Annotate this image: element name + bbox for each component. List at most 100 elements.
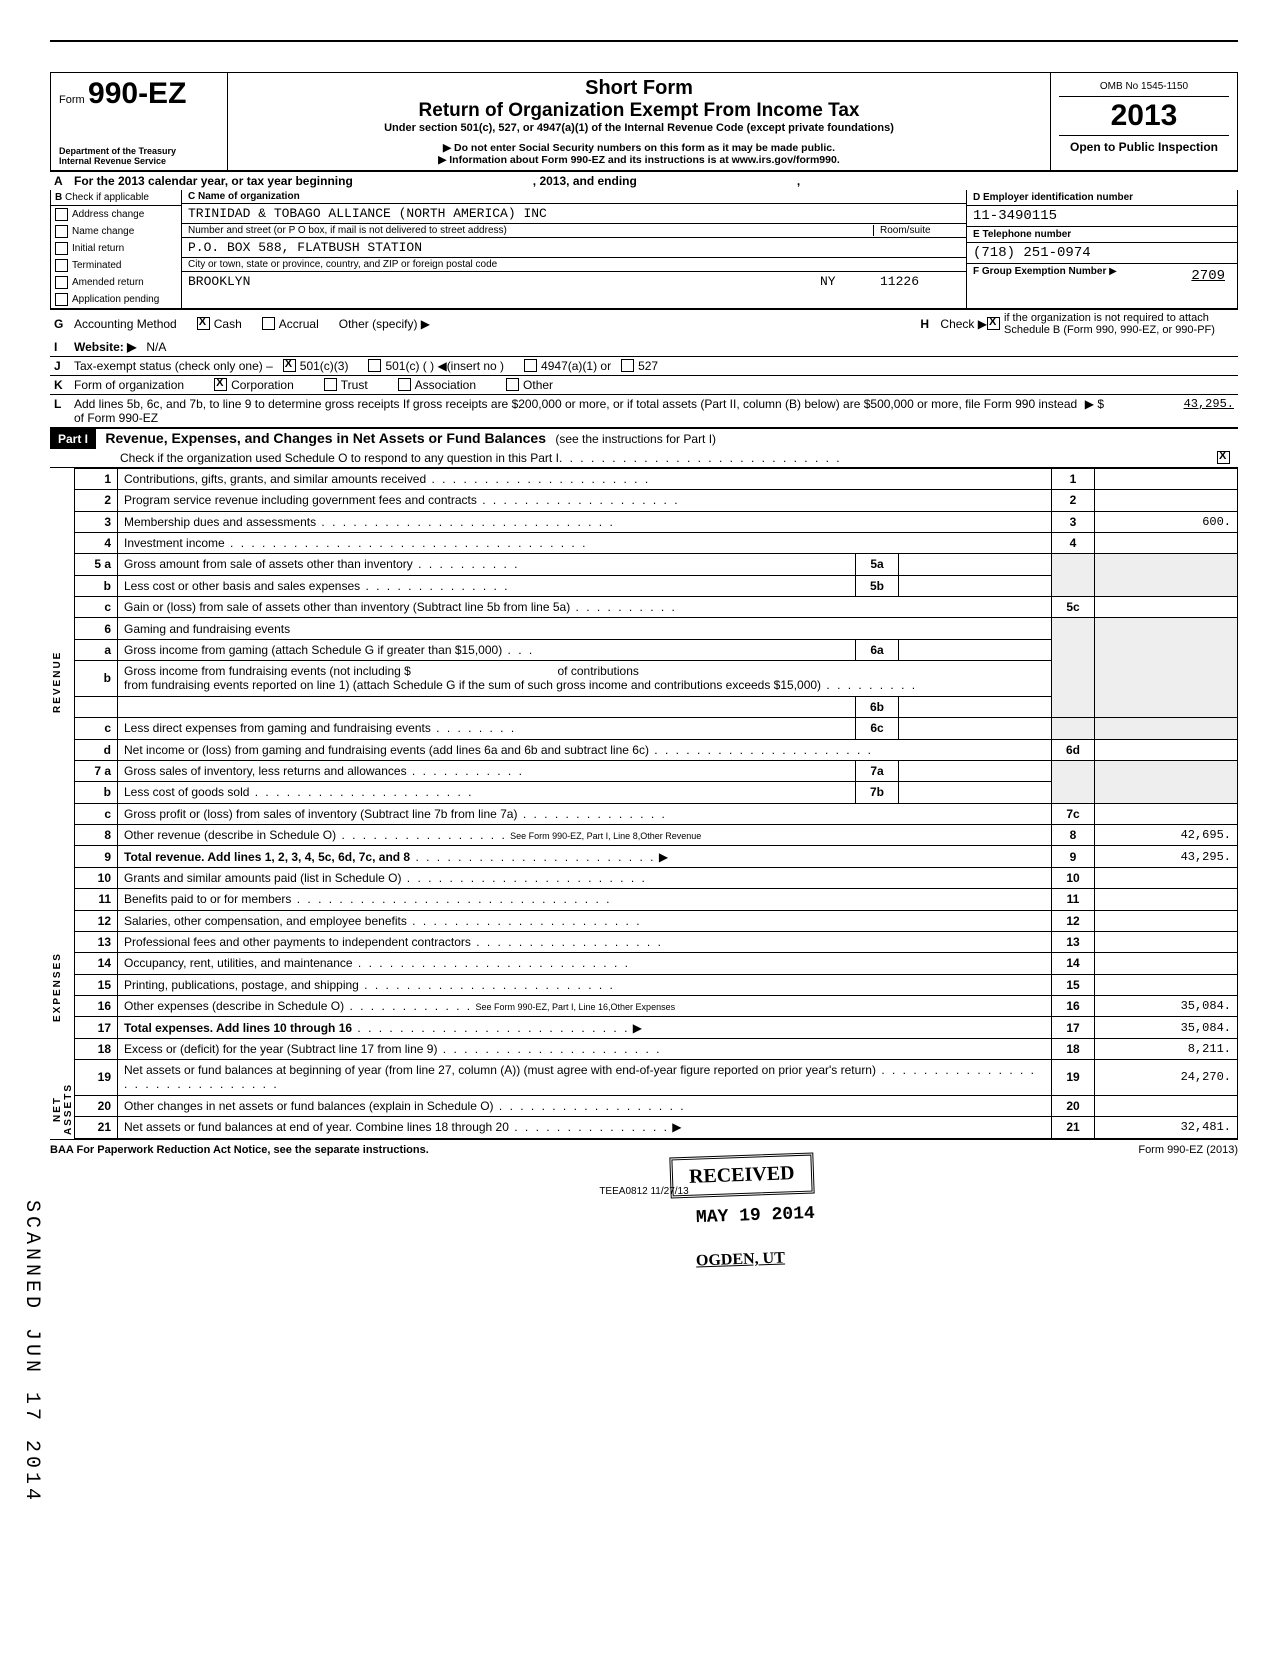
- table-row: 4Investment income . . . . . . . . . . .…: [75, 532, 1238, 553]
- form-990ez: Form 990-EZ Department of the Treasury I…: [50, 40, 1238, 1197]
- line7a-desc: Gross sales of inventory, less returns a…: [124, 764, 407, 778]
- street-label: Number and street (or P O box, if mail i…: [188, 225, 873, 236]
- table-row: 9Total revenue. Add lines 1, 2, 3, 4, 5c…: [75, 846, 1238, 867]
- D-label: D Employer identification number: [967, 190, 1237, 206]
- state-value: NY: [820, 274, 880, 289]
- line6b-pre: Gross income from fundraising events (no…: [124, 664, 411, 678]
- form-ref: Form 990-EZ (2013): [1138, 1144, 1238, 1156]
- opt-amended: Amended return: [72, 277, 144, 288]
- table-row: 18Excess or (deficit) for the year (Subt…: [75, 1038, 1238, 1059]
- form-label: Form: [59, 94, 85, 106]
- part1-header-row: Part I Revenue, Expenses, and Changes in…: [50, 427, 1238, 449]
- line4-desc: Investment income: [124, 536, 225, 550]
- table-row: cGross profit or (loss) from sales of in…: [75, 803, 1238, 824]
- cb-address-change[interactable]: [55, 208, 68, 221]
- received-date-stamp: MAY 19 2014: [679, 1197, 831, 1234]
- J-c3: 501(c)(3): [300, 359, 349, 373]
- line6-desc: Gaming and fundraising events: [118, 618, 1052, 639]
- table-row: 16Other expenses (describe in Schedule O…: [75, 996, 1238, 1017]
- row-GH: G Accounting Method Cash Accrual Other (…: [50, 309, 1238, 338]
- table-row: 13Professional fees and other payments t…: [75, 931, 1238, 952]
- K-corp: Corporation: [231, 378, 294, 392]
- table-row: dNet income or (loss) from gaming and fu…: [75, 739, 1238, 760]
- amt-16: 35,084.: [1095, 996, 1238, 1017]
- opt-initial-return: Initial return: [72, 243, 124, 254]
- line3-desc: Membership dues and assessments: [124, 515, 316, 529]
- line8-desc: Other revenue (describe in Schedule O): [124, 828, 336, 842]
- part1-table: 1Contributions, gifts, grants, and simil…: [74, 468, 1238, 1139]
- short-form-title: Short Form: [236, 77, 1042, 100]
- blockB-head: Check if applicable: [65, 192, 149, 203]
- G-other: Other (specify) ▶: [339, 317, 430, 331]
- part1-label: Part I: [50, 429, 96, 449]
- letter-J: J: [54, 359, 74, 373]
- side-expenses: EXPENSES: [50, 896, 74, 1079]
- cb-schedule-o[interactable]: [1217, 451, 1230, 464]
- cb-trust[interactable]: [324, 378, 337, 391]
- letter-H: H: [920, 317, 940, 331]
- line1-desc: Contributions, gifts, grants, and simila…: [124, 472, 426, 486]
- footer-row: BAA For Paperwork Reduction Act Notice, …: [50, 1139, 1238, 1156]
- table-row: 1Contributions, gifts, grants, and simil…: [75, 468, 1238, 489]
- part1-title: Revenue, Expenses, and Changes in Net As…: [99, 427, 552, 449]
- table-row: cGain or (loss) from sale of assets othe…: [75, 597, 1238, 618]
- block-DEF: D Employer identification number 11-3490…: [967, 190, 1237, 308]
- block-C: C Name of organization TRINIDAD & TOBAGO…: [182, 190, 967, 308]
- cb-amended[interactable]: [55, 276, 68, 289]
- teea-footer: TEEA0812 11/27/13: [50, 1186, 1238, 1197]
- K-trust: Trust: [341, 378, 368, 392]
- E-label: E Telephone number: [967, 227, 1237, 243]
- form-number: 990-EZ: [88, 77, 186, 110]
- line13-desc: Professional fees and other payments to …: [124, 935, 471, 949]
- cb-app-pending[interactable]: [55, 293, 68, 306]
- city-label: City or town, state or province, country…: [182, 258, 966, 272]
- header-note1: ▶ Do not enter Social Security numbers o…: [236, 142, 1042, 154]
- amt-9: 43,295.: [1095, 846, 1238, 867]
- amt-19: 24,270.: [1095, 1060, 1238, 1096]
- zip-value: 11226: [880, 274, 960, 289]
- dept-treasury: Department of the Treasury: [59, 146, 219, 156]
- block-B: B Check if applicable Address change Nam…: [51, 190, 182, 308]
- cb-other-org[interactable]: [506, 378, 519, 391]
- ogden-stamp: OGDEN, UT: [680, 1243, 802, 1277]
- open-to-public: Open to Public Inspection: [1059, 136, 1229, 158]
- cb-accrual[interactable]: [262, 317, 275, 330]
- I-label: Website: ▶: [74, 340, 136, 354]
- cb-501c[interactable]: [368, 359, 381, 372]
- cb-4947[interactable]: [524, 359, 537, 372]
- org-name: TRINIDAD & TOBAGO ALLIANCE (NORTH AMERIC…: [182, 204, 966, 224]
- F-arrow: ▶: [1109, 266, 1117, 277]
- cb-name-change[interactable]: [55, 225, 68, 238]
- table-row: 2Program service revenue including gover…: [75, 490, 1238, 511]
- cb-corp[interactable]: [214, 378, 227, 391]
- cb-initial-return[interactable]: [55, 242, 68, 255]
- dept-irs: Internal Revenue Service: [59, 156, 219, 166]
- letter-L: L: [54, 397, 74, 411]
- line6b-mid: of contributions: [558, 664, 639, 678]
- line15-desc: Printing, publications, postage, and shi…: [124, 978, 359, 992]
- line17-desc: Total expenses. Add lines 10 through 16: [124, 1021, 352, 1035]
- line16-desc: Other expenses (describe in Schedule O): [124, 999, 344, 1013]
- baa-notice: BAA For Paperwork Reduction Act Notice, …: [50, 1144, 429, 1156]
- letter-A: A: [54, 174, 74, 188]
- cb-501c3[interactable]: [283, 359, 296, 372]
- C-label: C Name of organization: [182, 190, 966, 204]
- line6a-desc: Gross income from gaming (attach Schedul…: [124, 643, 502, 657]
- cb-assoc[interactable]: [398, 378, 411, 391]
- amt-18: 8,211.: [1095, 1038, 1238, 1059]
- J-4947: 4947(a)(1) or: [541, 359, 611, 373]
- line5b-desc: Less cost or other basis and sales expen…: [124, 579, 360, 593]
- table-row: 14Occupancy, rent, utilities, and mainte…: [75, 953, 1238, 974]
- form-header: Form 990-EZ Department of the Treasury I…: [50, 72, 1238, 171]
- table-row: 21Net assets or fund balances at end of …: [75, 1117, 1238, 1139]
- table-row: 6Gaming and fundraising events: [75, 618, 1238, 639]
- cb-H[interactable]: [987, 317, 1000, 330]
- cb-cash[interactable]: [197, 317, 210, 330]
- side-labels: REVENUE EXPENSES NET ASSETS: [50, 468, 74, 1139]
- table-row: 7 aGross sales of inventory, less return…: [75, 760, 1238, 781]
- line5c-desc: Gain or (loss) from sale of assets other…: [124, 600, 570, 614]
- H-label: Check ▶: [940, 317, 987, 331]
- table-row: 5 aGross amount from sale of assets othe…: [75, 554, 1238, 575]
- cb-terminated[interactable]: [55, 259, 68, 272]
- cb-527[interactable]: [621, 359, 634, 372]
